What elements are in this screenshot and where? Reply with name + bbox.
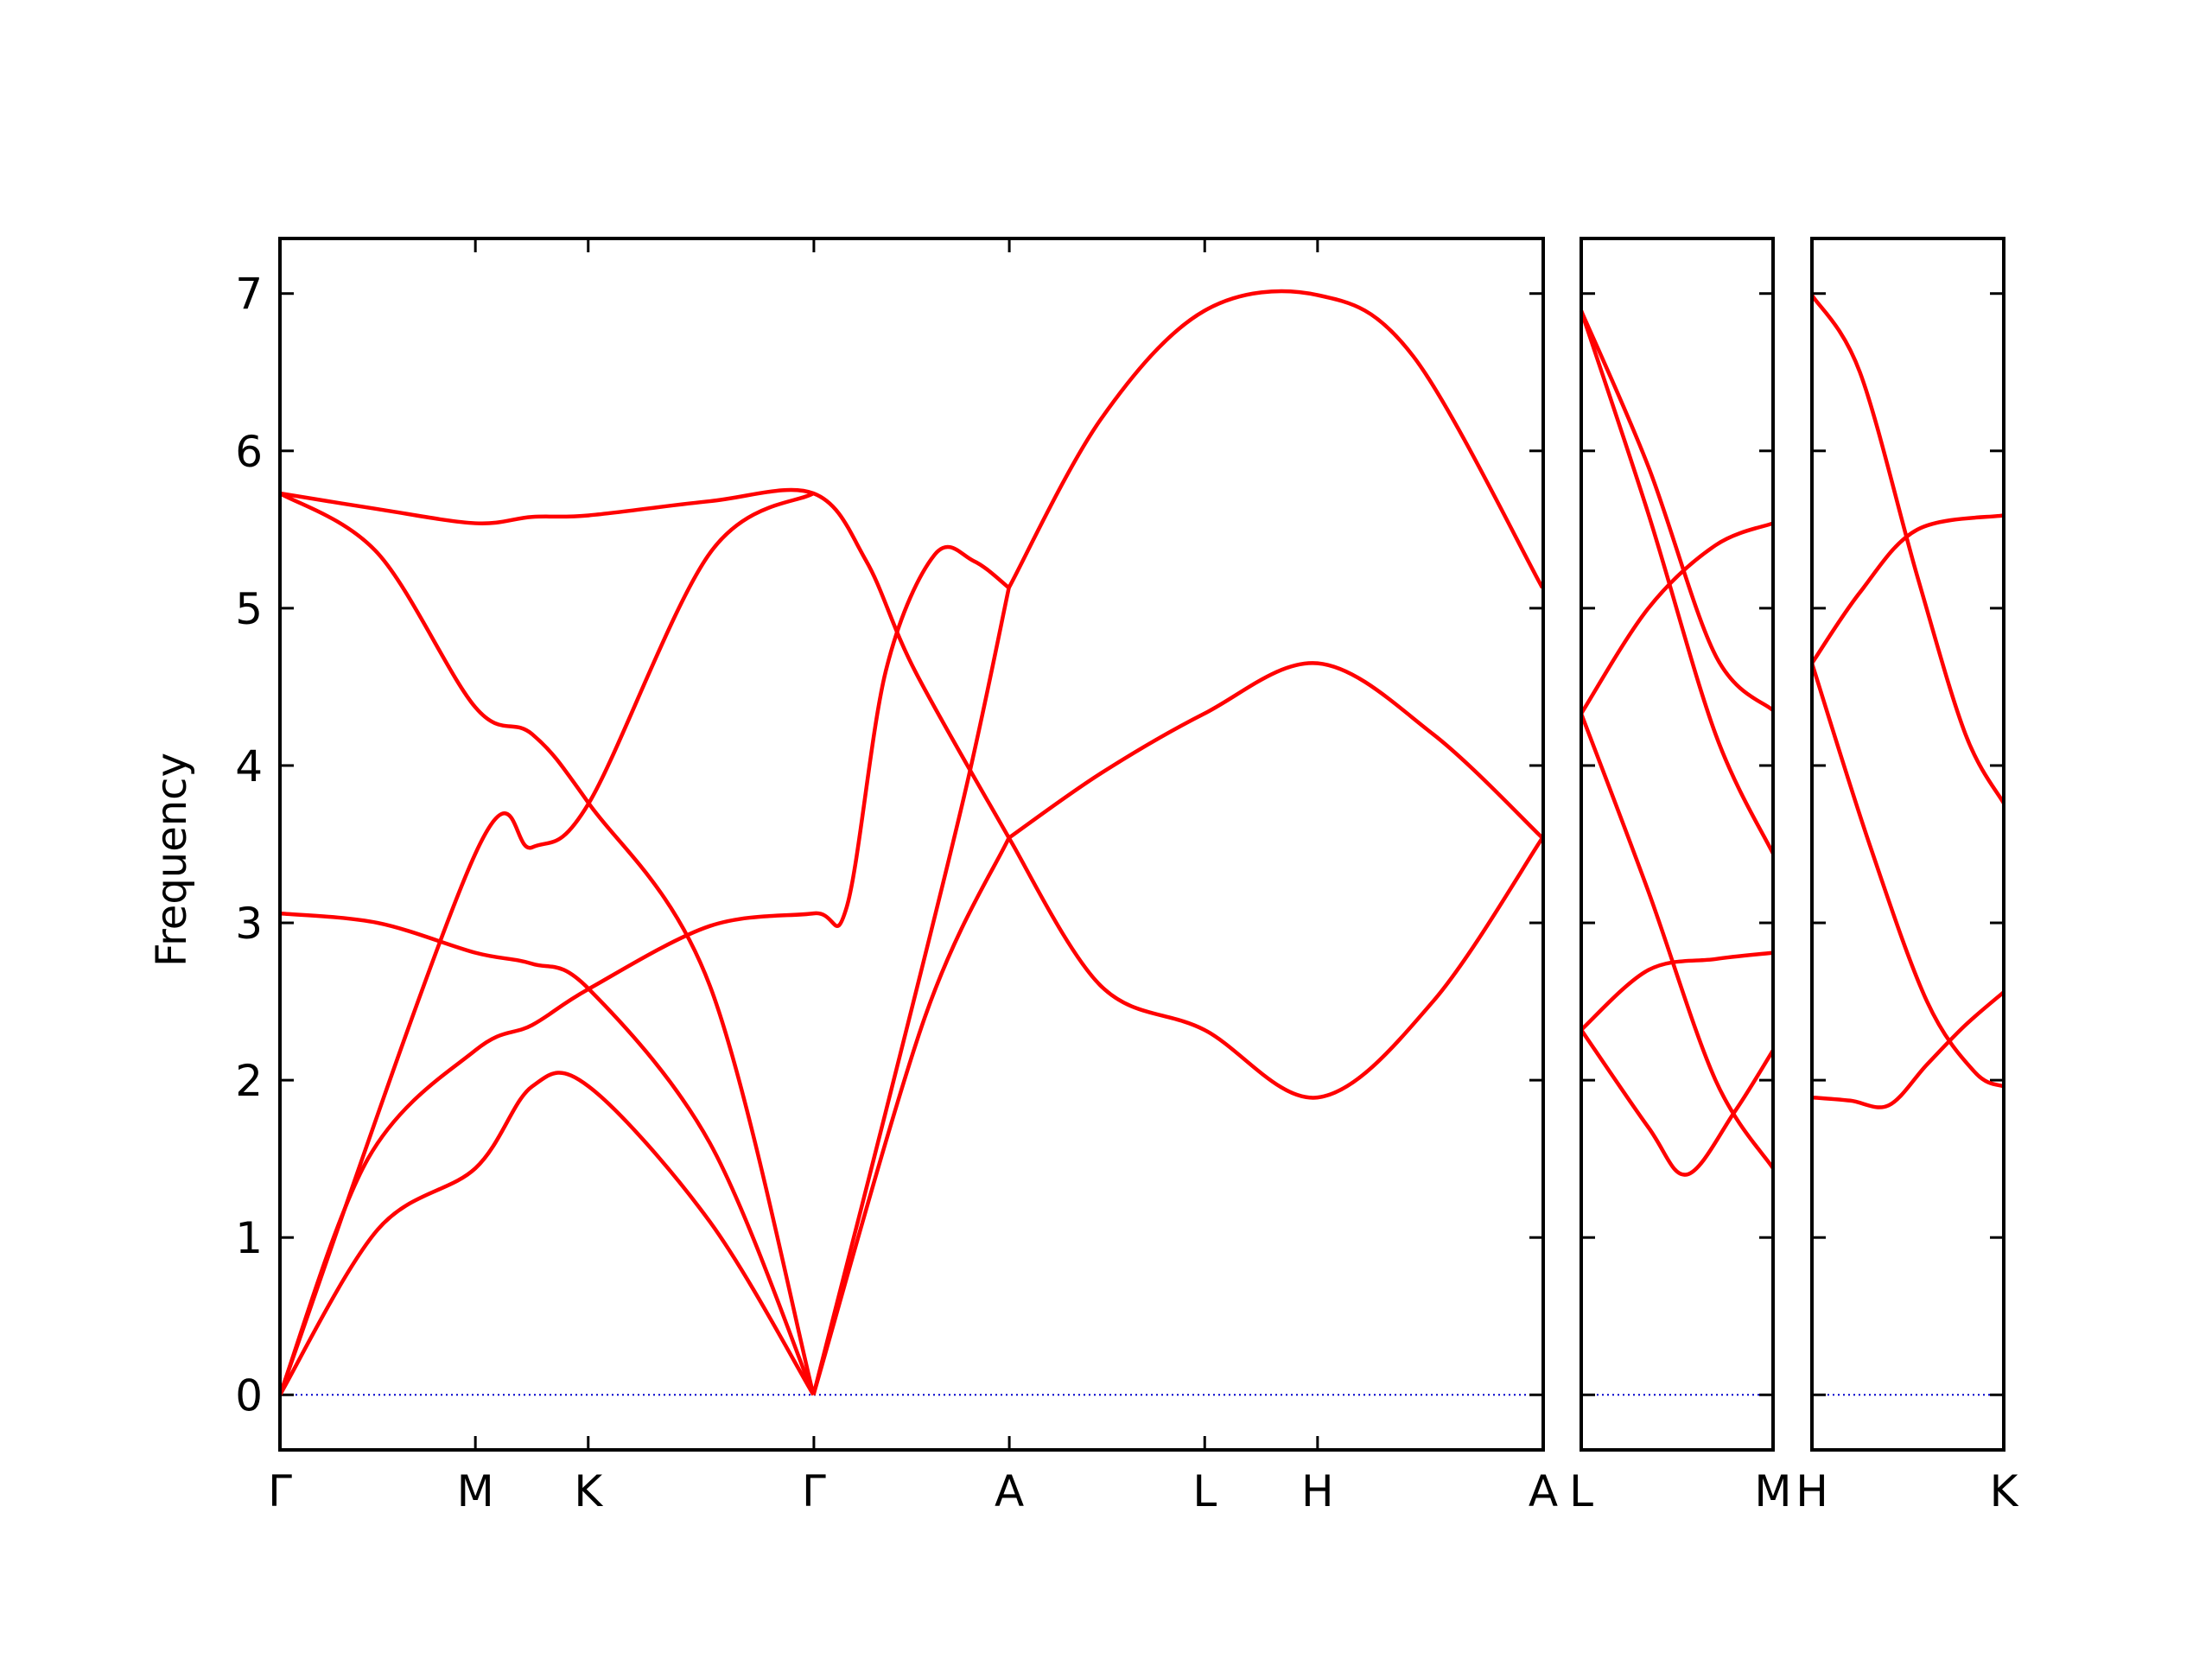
x-tick-label: L	[1192, 1466, 1217, 1516]
y-tick-label: 7	[235, 270, 263, 320]
y-tick-label: 0	[235, 1370, 263, 1421]
x-tick-label: K	[1990, 1466, 2019, 1516]
x-tick-label: L	[1569, 1466, 1593, 1516]
band-line	[1007, 289, 1545, 589]
band-line	[1579, 310, 1776, 855]
x-tick-label: K	[574, 1466, 603, 1516]
band-line	[278, 1071, 816, 1396]
y-tick-label: 1	[235, 1213, 263, 1263]
x-tick-label: Γ	[268, 1466, 292, 1516]
x-tick-label: M	[457, 1466, 494, 1516]
band-line	[279, 911, 816, 1396]
band-line	[1580, 950, 1774, 1032]
x-tick-label: Γ	[802, 1466, 826, 1516]
x-tick-label: A	[995, 1466, 1024, 1516]
band-line	[1810, 294, 2005, 804]
y-tick-label: 2	[235, 1056, 263, 1106]
panel-frame	[1580, 237, 1775, 1452]
band-line	[279, 487, 1011, 839]
band-line	[277, 491, 815, 1396]
panel-frame	[1810, 237, 2005, 1452]
x-tick-label: H	[1301, 1466, 1334, 1516]
y-tick-label: 5	[235, 584, 263, 634]
band-line	[1810, 513, 2005, 664]
x-tick-label: A	[1529, 1466, 1558, 1516]
band-line	[1580, 1028, 1775, 1177]
band-line	[1809, 662, 2005, 1089]
band-line	[277, 544, 1011, 1396]
band-line	[811, 836, 1011, 1395]
y-tick-label: 3	[235, 899, 263, 949]
band-line	[278, 492, 816, 1395]
band-line	[811, 587, 1011, 1395]
y-tick-label: 4	[235, 741, 263, 791]
y-tick-label: 6	[235, 427, 263, 477]
band-line	[1579, 309, 1775, 712]
band-line	[1580, 521, 1774, 715]
band-line	[1579, 713, 1775, 1170]
band-line	[1007, 661, 1544, 840]
band-line	[1007, 836, 1544, 1100]
y-axis-label: Frequency	[148, 753, 196, 967]
panel-frame	[278, 237, 1545, 1452]
x-tick-label: H	[1796, 1466, 1828, 1516]
x-tick-label: M	[1754, 1466, 1791, 1516]
panel-0: Γ M K Γ A L H A 0 1 2 3 4 5 6 7	[235, 237, 1558, 1516]
band-line	[1811, 990, 2005, 1109]
